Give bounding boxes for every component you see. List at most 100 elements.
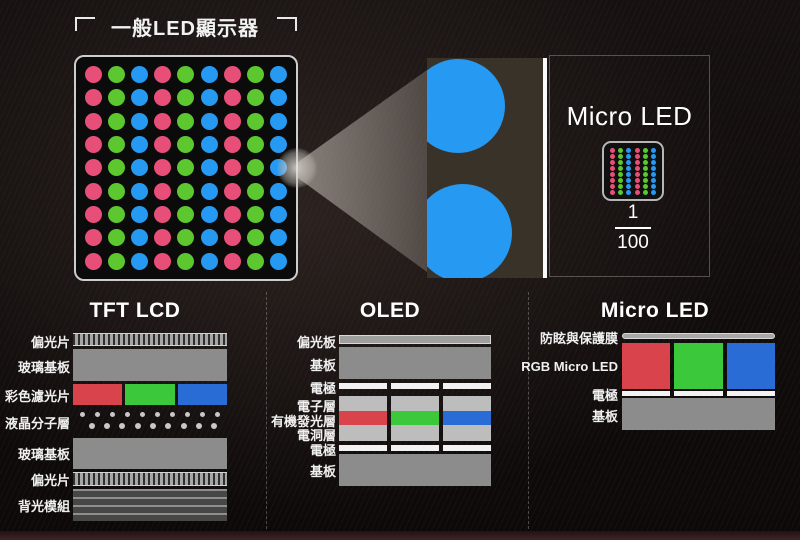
led-dot: [131, 89, 149, 107]
led-dot: [154, 159, 172, 177]
oled-layer-polarizer: [339, 335, 491, 344]
micro-layer-protective-film: [622, 333, 775, 339]
led-dot: [200, 229, 218, 247]
tft-label-glass-bottom: 玻璃基板: [17, 447, 70, 462]
micro-label-electrode: 電極: [591, 388, 618, 403]
led-dot: [200, 89, 218, 107]
led-dot: [85, 206, 103, 224]
led-dot: [85, 159, 103, 177]
led-dot: [642, 183, 648, 189]
micro-led-red: [622, 343, 671, 389]
led-dot: [642, 171, 648, 177]
led-dot: [108, 66, 126, 84]
micro-layer-rgb-leds: [622, 343, 775, 389]
led-dot: [108, 182, 126, 200]
led-dot: [85, 229, 103, 247]
led-dot: [269, 252, 287, 270]
hole-layer: [443, 425, 491, 441]
led-dot: [211, 423, 218, 429]
led-dot: [154, 206, 172, 224]
led-dot: [85, 136, 103, 154]
led-dot: [617, 153, 623, 159]
bottom-accent-strip: [0, 531, 800, 540]
led-dot: [108, 89, 126, 107]
magnified-blue-led-top: [427, 59, 505, 153]
led-dot: [88, 423, 95, 429]
led-dot: [131, 112, 149, 130]
led-dot: [642, 177, 648, 183]
electrode-segment: [443, 383, 491, 389]
led-dot: [180, 423, 187, 429]
magnifier-beam: [298, 70, 427, 272]
led-dot: [626, 153, 632, 159]
led-dot: [626, 171, 632, 177]
electrode-segment: [622, 391, 671, 396]
led-dot: [85, 112, 103, 130]
led-dot: [269, 136, 287, 154]
hole-layer: [391, 425, 439, 441]
led-dot: [200, 112, 218, 130]
micro-led-callout-title: Micro LED: [566, 101, 693, 131]
size-fraction: 1 100: [600, 202, 666, 254]
micro-label-protective-film: 防眩與保護膜: [539, 331, 618, 346]
tft-layer-color-filter: [73, 384, 227, 405]
led-dot: [103, 423, 110, 429]
led-dot: [269, 112, 287, 130]
hole-layer: [339, 425, 387, 441]
led-dot: [246, 182, 264, 200]
led-dot: [131, 206, 149, 224]
led-dot: [269, 229, 287, 247]
led-dot: [108, 112, 126, 130]
led-dot: [609, 153, 615, 159]
led-dot: [626, 183, 632, 189]
electrode-segment: [674, 391, 723, 396]
led-dot: [651, 153, 657, 159]
led-dot: [634, 153, 640, 159]
led-dot: [617, 177, 623, 183]
led-dot: [85, 89, 103, 107]
led-dot: [125, 411, 130, 417]
led-dot: [134, 423, 141, 429]
led-dot: [626, 159, 632, 165]
electron-layer: [443, 396, 491, 411]
led-dot: [200, 66, 218, 84]
led-dot: [200, 206, 218, 224]
led-dot: [119, 423, 126, 429]
led-dot: [634, 177, 640, 183]
led-dot: [617, 165, 623, 171]
tft-layer-backlight-module: [73, 489, 227, 521]
tft-layer-glass-bottom: [73, 438, 227, 469]
column-separator-right: [528, 292, 529, 534]
led-pixel-grid: [74, 55, 298, 281]
oled-label-emissive-layer: 有機發光層: [270, 414, 336, 429]
led-dot: [131, 136, 149, 154]
led-dot: [651, 147, 657, 153]
led-dot: [634, 159, 640, 165]
led-dot: [110, 411, 115, 417]
electrode-segment: [726, 391, 775, 396]
led-dot: [223, 229, 241, 247]
led-dot: [177, 66, 195, 84]
led-dot: [269, 66, 287, 84]
led-dot: [165, 423, 172, 429]
tft-label-polarizer-bottom: 偏光片: [30, 473, 70, 488]
fraction-bar: [615, 227, 651, 229]
oled-title: OLED: [359, 299, 421, 322]
led-dot: [246, 229, 264, 247]
bracket-right-icon: [277, 17, 297, 31]
led-dot: [634, 171, 640, 177]
led-dot: [177, 112, 195, 130]
led-dot: [651, 165, 657, 171]
tft-label-color-filter: 彩色濾光片: [4, 389, 70, 404]
led-dot: [85, 252, 103, 270]
led-dot: [651, 183, 657, 189]
led-dot: [223, 159, 241, 177]
led-dot: [246, 112, 264, 130]
led-dot: [177, 252, 195, 270]
led-dot: [155, 411, 160, 417]
led-dot: [269, 206, 287, 224]
led-dot: [626, 189, 632, 195]
led-dot: [200, 159, 218, 177]
led-dot: [246, 136, 264, 154]
magnified-blue-led-bottom: [427, 184, 512, 278]
